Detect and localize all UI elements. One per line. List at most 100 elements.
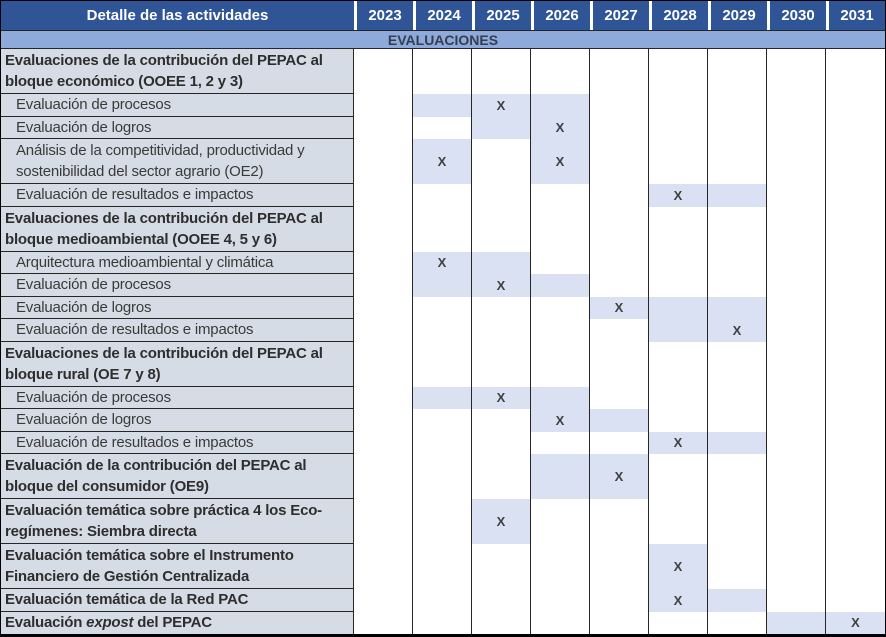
activity-row: Evaluación de la contribución del PEPAC … (1, 454, 885, 499)
activity-label: Evaluación de resultados e impactos (1, 319, 354, 342)
year-cell-2030 (767, 589, 826, 612)
year-cell-2029 (708, 296, 767, 319)
year-cell-2028: X (649, 431, 708, 454)
year-cell-2029 (708, 116, 767, 139)
year-cell-2026 (531, 206, 590, 252)
year-cell-2027 (590, 184, 649, 207)
year-cell-2023 (354, 274, 413, 297)
year-cell-2025 (472, 139, 531, 184)
year-cell-2029 (708, 386, 767, 409)
year-cell-2025 (472, 319, 531, 342)
year-cell-2030 (767, 274, 826, 297)
activity-label: Evaluación de procesos (1, 386, 354, 409)
year-cell-2027 (590, 499, 649, 544)
year-cell-2030 (767, 431, 826, 454)
year-cell-2025: X (472, 274, 531, 297)
year-cell-2030 (767, 341, 826, 387)
year-cell-2028 (649, 251, 708, 274)
year-cell-2029 (708, 251, 767, 274)
activity-label: Análisis de la competitividad, productiv… (1, 139, 354, 184)
activity-label: Evaluaciones de la contribución del PEPA… (1, 49, 354, 94)
year-cell-2030 (767, 116, 826, 139)
year-cell-2026 (531, 611, 590, 634)
year-cell-2030 (767, 206, 826, 252)
year-cell-2023 (354, 94, 413, 117)
activity-label: Evaluación de logros (1, 409, 354, 432)
year-cell-2031 (826, 139, 885, 184)
year-cell-2028 (649, 319, 708, 342)
year-cell-2025 (472, 116, 531, 139)
year-cell-2024 (413, 611, 472, 634)
year-cell-2023 (354, 296, 413, 319)
year-cell-2026 (531, 499, 590, 544)
year-cell-2030 (767, 611, 826, 634)
activity-row: Evaluación temática sobre práctica 4 los… (1, 499, 885, 544)
year-cell-2026: X (531, 139, 590, 184)
year-cell-2023 (354, 454, 413, 499)
year-cell-2025: X (472, 94, 531, 117)
activity-label: Evaluación de logros (1, 296, 354, 319)
year-header-2023: 2023 (354, 1, 413, 30)
year-cell-2029 (708, 454, 767, 499)
year-cell-2029 (708, 589, 767, 612)
year-cell-2025 (472, 49, 531, 94)
year-cell-2031 (826, 454, 885, 499)
year-cell-2027 (590, 409, 649, 432)
year-cell-2026 (531, 589, 590, 612)
activity-row: Evaluaciones de la contribución del PEPA… (1, 341, 885, 387)
activity-label: Evaluación temática sobre el Instrumento… (1, 544, 354, 589)
year-cell-2023 (354, 206, 413, 252)
year-cell-2025 (472, 544, 531, 589)
year-cell-2028 (649, 94, 708, 117)
year-cell-2026 (531, 49, 590, 94)
year-cell-2028 (649, 139, 708, 184)
year-cell-2031 (826, 94, 885, 117)
activity-row: Evaluaciones de la contribución del PEPA… (1, 206, 885, 252)
year-cell-2029 (708, 274, 767, 297)
year-cell-2028 (649, 296, 708, 319)
year-cell-2023 (354, 49, 413, 94)
activity-row: Evaluación temática sobre el Instrumento… (1, 544, 885, 589)
year-cell-2027 (590, 319, 649, 342)
year-cell-2031 (826, 274, 885, 297)
year-cell-2031 (826, 297, 885, 320)
year-cell-2024 (413, 589, 472, 612)
activity-label: Evaluaciones de la contribución del PEPA… (1, 341, 354, 387)
activity-row: Evaluación temática de la Red PAC X (1, 589, 885, 612)
year-header-2025: 2025 (472, 1, 531, 30)
year-cell-2023 (354, 319, 413, 342)
year-cell-2030 (767, 94, 826, 117)
year-cell-2030 (767, 296, 826, 319)
year-cell-2024 (413, 49, 472, 94)
year-cell-2023 (354, 611, 413, 634)
year-cell-2029 (708, 206, 767, 252)
year-header-2024: 2024 (413, 1, 472, 30)
year-cell-2031 (826, 49, 885, 94)
year-cell-2024 (413, 319, 472, 342)
year-cell-2029 (708, 431, 767, 454)
year-cell-2027 (590, 611, 649, 634)
year-cell-2023 (354, 409, 413, 432)
year-cell-2030 (767, 251, 826, 274)
year-cell-2028 (649, 116, 708, 139)
year-cell-2030 (767, 184, 826, 207)
year-cell-2024 (413, 341, 472, 387)
year-cell-2031: X (826, 611, 885, 634)
year-cell-2029: X (708, 319, 767, 342)
year-cell-2027 (590, 49, 649, 94)
year-cell-2031 (826, 319, 885, 342)
year-cell-2024 (413, 296, 472, 319)
year-cell-2030 (767, 49, 826, 94)
activity-row: Evaluación de procesos X (1, 386, 885, 409)
year-cell-2031 (826, 207, 885, 252)
year-cell-2026 (531, 296, 590, 319)
year-cell-2030 (767, 319, 826, 342)
year-cell-2029 (708, 499, 767, 544)
year-header-2029: 2029 (708, 1, 767, 30)
table-header-row: Detalle de las actividades 2023 2024 2025 2… (1, 1, 885, 30)
year-cell-2025 (472, 206, 531, 252)
year-cell-2031 (826, 342, 885, 387)
year-cell-2023 (354, 589, 413, 612)
activity-label: Evaluación temática sobre práctica 4 los… (1, 499, 354, 544)
